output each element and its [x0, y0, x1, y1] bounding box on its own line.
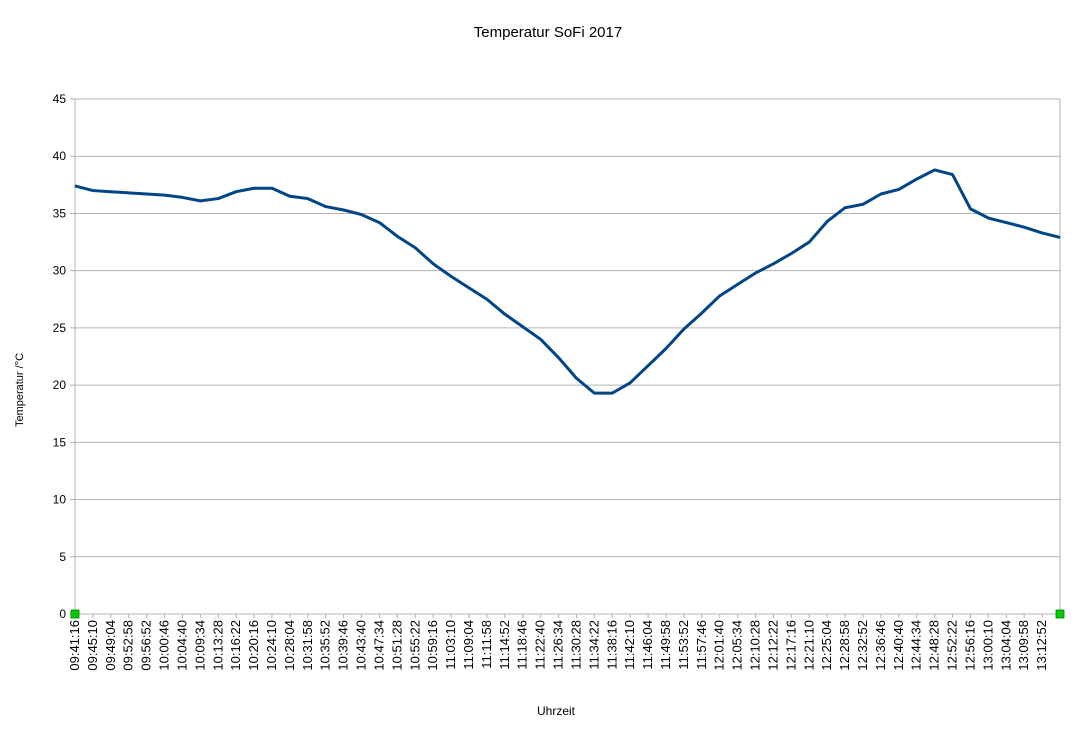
x-tick-label: 13:04:04	[998, 620, 1013, 671]
x-tick-label: 11:57:46	[694, 620, 709, 670]
x-tick-label: 12:32:52	[855, 620, 870, 671]
x-tick-label: 13:09:58	[1016, 620, 1031, 671]
x-tick-label: 11:09:04	[461, 620, 476, 670]
y-tick-label: 5	[59, 550, 66, 564]
x-tick-label: 11:42:10	[622, 620, 637, 670]
x-tick-label: 10:43:40	[354, 620, 369, 671]
x-tick-label: 10:16:22	[228, 620, 243, 671]
y-tick-label: 20	[53, 378, 67, 392]
y-tick-label: 25	[53, 321, 67, 335]
x-tick-label: 10:55:22	[407, 620, 422, 671]
y-tick-label: 45	[53, 92, 67, 106]
y-axis-title: Temperatur /°C	[14, 353, 26, 427]
x-tick-label: 12:48:28	[927, 620, 942, 671]
x-tick-label: 10:35:52	[318, 620, 333, 671]
x-tick-label: 11:14:52	[497, 620, 512, 670]
x-tick-label: 11:34:22	[586, 620, 601, 670]
end-marker	[1055, 609, 1065, 619]
x-tick-label: 09:41:16	[67, 620, 82, 671]
x-tick-label: 13:00:10	[980, 620, 995, 671]
x-tick-label: 09:45:10	[85, 620, 100, 671]
x-tick-label: 12:17:16	[783, 620, 798, 671]
x-axis-title: Uhrzeit	[537, 704, 576, 718]
x-tick-label: 11:22:40	[533, 620, 548, 670]
x-tick-label: 12:40:40	[891, 620, 906, 671]
x-tick-label: 11:11:58	[479, 620, 494, 669]
x-tick-label: 12:56:16	[962, 620, 977, 671]
x-tick-label: 10:04:40	[174, 620, 189, 671]
x-tick-label: 09:52:58	[121, 620, 136, 671]
y-tick-label: 0	[59, 607, 66, 621]
x-tick-label: 11:30:28	[568, 620, 583, 670]
x-tick-label: 11:18:46	[515, 620, 530, 670]
x-tick-label: 10:51:28	[389, 620, 404, 671]
x-tick-label: 10:09:34	[192, 620, 207, 671]
x-tick-label: 11:38:16	[604, 620, 619, 670]
x-tick-label: 10:59:16	[425, 620, 440, 671]
x-tick-label: 12:36:46	[873, 620, 888, 671]
x-tick-label: 10:31:58	[300, 620, 315, 671]
x-tick-label: 12:28:58	[837, 620, 852, 671]
x-tick-label: 12:10:28	[748, 620, 763, 671]
x-tick-label: 12:44:34	[909, 620, 924, 671]
y-tick-label: 15	[53, 435, 67, 449]
x-tick-label: 10:28:04	[282, 620, 297, 671]
x-tick-label: 12:52:22	[945, 620, 960, 671]
x-tick-label: 12:01:40	[712, 620, 727, 671]
x-tick-label: 12:05:34	[730, 620, 745, 671]
y-tick-label: 35	[53, 206, 67, 220]
y-tick-label: 30	[53, 264, 67, 278]
x-tick-label: 10:39:46	[336, 620, 351, 671]
x-tick-label: 11:03:10	[443, 620, 458, 670]
x-tick-label: 10:00:46	[157, 620, 172, 671]
y-tick-label: 10	[53, 493, 67, 507]
x-tick-label: 10:24:10	[264, 620, 279, 671]
x-tick-label: 12:25:04	[819, 620, 834, 671]
x-tick-label: 13:12:52	[1034, 620, 1049, 671]
x-tick-label: 11:26:34	[551, 620, 566, 670]
x-tick-label: 11:49:58	[658, 620, 673, 670]
data-line	[74, 168, 1061, 395]
x-tick-label: 09:56:52	[139, 620, 154, 671]
x-tick-label: 10:47:34	[371, 620, 386, 671]
x-tick-label: 10:13:28	[210, 620, 225, 671]
end-marker	[70, 609, 80, 619]
chart-title: Temperatur SoFi 2017	[474, 24, 622, 41]
x-tick-label: 12:12:22	[765, 620, 780, 671]
x-tick-label: 12:21:10	[801, 620, 816, 671]
x-tick-label: 09:49:04	[103, 620, 118, 671]
x-tick-label: 11:46:04	[640, 620, 655, 670]
x-tick-label: 11:53:52	[676, 620, 691, 670]
x-tick-label: 10:20:16	[246, 620, 261, 671]
y-tick-label: 40	[53, 149, 67, 163]
